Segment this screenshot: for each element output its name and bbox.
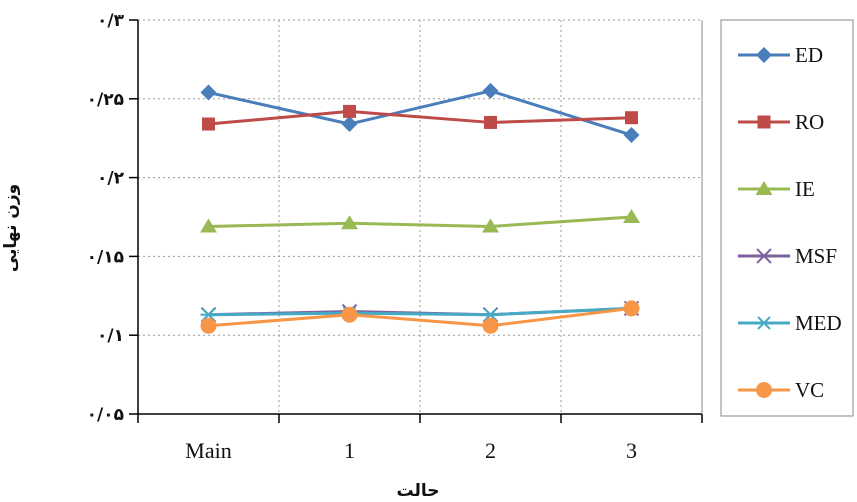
legend-label-ed: ED — [795, 43, 823, 67]
data-point-ed — [482, 82, 499, 99]
data-point-ed — [200, 84, 217, 101]
legend-item-ie: IE — [738, 177, 815, 201]
x-axis-title: حالت — [396, 481, 439, 501]
series-line-ro — [208, 109, 632, 126]
data-point-med — [200, 308, 217, 322]
series-lines — [200, 82, 640, 334]
data-point-vc — [200, 317, 217, 334]
y-tick-label: ۰/۲ — [97, 169, 125, 189]
data-point-ie — [341, 215, 358, 230]
legend-item-vc: VC — [738, 378, 824, 402]
legend-item-med: MED — [738, 311, 842, 335]
data-point-vc — [341, 306, 358, 323]
legend-marker-msf — [756, 248, 772, 264]
series-line-vc — [208, 306, 632, 328]
y-axis-title: وزن نهایی — [1, 184, 21, 272]
legend-marker-vc — [756, 382, 772, 398]
series-line-med — [208, 306, 632, 317]
data-point-ie — [623, 209, 640, 223]
y-tick-label: ۰/۳ — [97, 11, 125, 31]
x-tick-label: Main — [185, 438, 231, 463]
x-tick-label: 2 — [485, 438, 496, 463]
legend-item-ed: ED — [738, 43, 823, 67]
legend-item-msf: MSF — [738, 244, 837, 268]
data-point-vc — [623, 300, 640, 317]
y-tick-label: ۰/۲۵ — [87, 90, 124, 110]
y-tick-label: ۰/۱۵ — [87, 247, 124, 267]
data-point-med — [482, 308, 499, 322]
legend-label-vc: VC — [795, 378, 824, 402]
y-tick-label: ۰/۱ — [97, 326, 124, 346]
data-point-ed — [341, 116, 358, 133]
tick-labels: ۰/۰۵ ۰/۱ ۰/۱۵ ۰/۲ ۰/۲۵ ۰/۳ Main 1 2 3 — [87, 11, 637, 463]
legend-marker-med — [756, 316, 772, 330]
data-point-ie — [200, 218, 217, 233]
data-point-ed — [623, 127, 640, 144]
legend-marker-ro — [757, 115, 771, 129]
data-point-ro — [625, 111, 638, 125]
x-tick-label: 3 — [626, 438, 637, 463]
legend-marker-ie — [755, 181, 773, 195]
series-line-ed — [208, 89, 632, 137]
data-point-vc — [482, 317, 499, 334]
legend-label-msf: MSF — [795, 244, 837, 268]
data-point-ie — [482, 218, 499, 233]
y-tick-label: ۰/۰۵ — [87, 405, 124, 425]
legend-label-med: MED — [795, 311, 842, 335]
legend-label-ro: RO — [795, 110, 824, 134]
gridlines — [138, 19, 702, 414]
legend-marker-ed — [756, 47, 772, 63]
legend: ED RO IE MSF MED VC — [738, 43, 842, 402]
data-point-ro — [202, 117, 215, 131]
data-point-ro — [343, 104, 356, 118]
legend-box — [720, 19, 854, 417]
data-point-ro — [484, 115, 497, 129]
legend-label-ie: IE — [795, 177, 815, 201]
series-line-ie — [208, 215, 632, 228]
axes — [129, 19, 703, 423]
x-tick-label: 1 — [344, 438, 355, 463]
legend-item-ro: RO — [738, 110, 824, 134]
